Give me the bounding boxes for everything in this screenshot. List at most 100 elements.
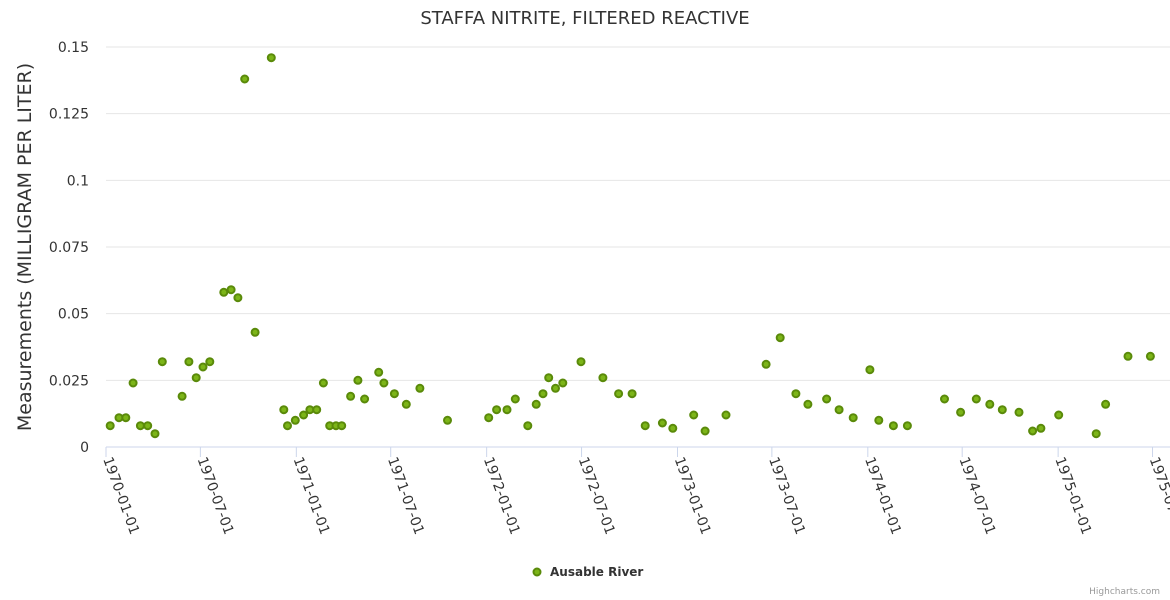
legend-item-ausable-river[interactable]: Ausable River (550, 565, 643, 579)
data-point[interactable] (1054, 410, 1064, 420)
data-point[interactable] (544, 373, 554, 383)
data-point[interactable] (128, 378, 138, 388)
data-point[interactable] (956, 407, 966, 417)
data-point[interactable] (346, 391, 356, 401)
x-tick-label: 1971-01-01 (290, 455, 333, 537)
data-point[interactable] (985, 399, 995, 409)
data-point[interactable] (1123, 351, 1133, 361)
data-point[interactable] (105, 421, 115, 431)
legend-marker[interactable] (532, 567, 542, 577)
data-point[interactable] (233, 293, 243, 303)
x-tick-label: 1973-01-01 (671, 455, 714, 537)
data-point[interactable] (848, 413, 858, 423)
data-point[interactable] (523, 421, 533, 431)
x-tick-label: 1970-07-01 (194, 455, 237, 537)
data-point[interactable] (874, 415, 884, 425)
data-point[interactable] (266, 53, 276, 63)
y-tick-label: 0.075 (49, 240, 89, 256)
data-point[interactable] (502, 405, 512, 415)
data-point[interactable] (184, 357, 194, 367)
data-point[interactable] (657, 418, 667, 428)
x-tick-label: 1975-07-01 (1146, 455, 1170, 537)
data-point[interactable] (191, 373, 201, 383)
data-point[interactable] (1101, 399, 1111, 409)
data-point[interactable] (337, 421, 347, 431)
data-point[interactable] (775, 333, 785, 343)
data-point[interactable] (1014, 407, 1024, 417)
data-point[interactable] (614, 389, 624, 399)
data-point[interactable] (721, 410, 731, 420)
data-point[interactable] (551, 383, 560, 393)
series-ausable-river (105, 53, 1155, 439)
data-point[interactable] (401, 399, 411, 409)
data-point[interactable] (791, 389, 801, 399)
data-point[interactable] (668, 423, 678, 433)
data-point[interactable] (510, 394, 520, 404)
data-point[interactable] (360, 394, 370, 404)
data-point[interactable] (940, 394, 949, 404)
data-point[interactable] (150, 429, 160, 439)
data-point[interactable] (353, 375, 363, 385)
x-tick-label: 1973-07-01 (765, 455, 808, 537)
data-point[interactable] (576, 357, 586, 367)
data-point[interactable] (761, 359, 771, 369)
data-point[interactable] (283, 421, 292, 431)
data-point[interactable] (121, 413, 131, 423)
x-tick-label: 1970-01-01 (99, 455, 142, 537)
data-point[interactable] (689, 410, 699, 420)
data-point[interactable] (1028, 426, 1038, 436)
data-point[interactable] (443, 415, 452, 425)
data-point[interactable] (997, 405, 1007, 415)
data-point[interactable] (803, 399, 813, 409)
data-point[interactable] (157, 357, 167, 367)
credits-link[interactable]: Highcharts.com (1089, 587, 1160, 597)
data-point[interactable] (531, 399, 541, 409)
legend[interactable]: Ausable River (532, 565, 644, 579)
y-grid (106, 46, 1170, 381)
data-point[interactable] (627, 389, 637, 399)
x-tick-label: 1971-07-01 (384, 455, 427, 537)
data-point[interactable] (219, 287, 229, 297)
data-point[interactable] (1145, 351, 1155, 361)
y-tick-label: 0.05 (58, 307, 89, 323)
data-point[interactable] (558, 378, 568, 388)
data-point[interactable] (538, 389, 548, 399)
x-axis: 1970-01-01 1970-07-01 1971-01-01 1971-07-01… (99, 447, 1170, 537)
data-point[interactable] (374, 367, 384, 377)
data-point[interactable] (299, 410, 309, 420)
data-point[interactable] (290, 415, 300, 425)
data-point[interactable] (240, 74, 250, 84)
data-point[interactable] (700, 426, 710, 436)
x-tick-label: 1972-01-01 (480, 455, 523, 537)
data-point[interactable] (822, 394, 832, 404)
data-point[interactable] (379, 378, 389, 388)
data-point[interactable] (312, 405, 322, 415)
y-axis-label: Measurements (MILLIGRAM PER LITER) (14, 63, 36, 431)
y-tick-label: 0.1 (67, 173, 89, 189)
data-point[interactable] (834, 405, 844, 415)
data-point[interactable] (888, 421, 898, 431)
x-tick-label: 1975-01-01 (1051, 455, 1094, 537)
y-tick-label: 0.15 (58, 40, 89, 56)
data-point[interactable] (1036, 423, 1046, 433)
x-tick-label: 1972-07-01 (575, 455, 618, 537)
data-point[interactable] (177, 391, 187, 401)
data-point[interactable] (226, 285, 236, 295)
data-point[interactable] (971, 394, 981, 404)
data-point[interactable] (902, 421, 912, 431)
data-point[interactable] (198, 362, 208, 372)
data-point[interactable] (640, 421, 650, 431)
data-point[interactable] (205, 357, 215, 367)
data-point[interactable] (279, 405, 289, 415)
data-point[interactable] (143, 421, 153, 431)
data-point[interactable] (250, 327, 260, 337)
data-point[interactable] (415, 383, 425, 393)
data-point[interactable] (135, 421, 145, 431)
data-point[interactable] (865, 365, 875, 375)
data-point[interactable] (318, 378, 328, 388)
data-point[interactable] (484, 413, 494, 423)
data-point[interactable] (389, 389, 399, 399)
data-point[interactable] (492, 405, 502, 415)
data-point[interactable] (1091, 429, 1101, 439)
data-point[interactable] (598, 373, 608, 383)
